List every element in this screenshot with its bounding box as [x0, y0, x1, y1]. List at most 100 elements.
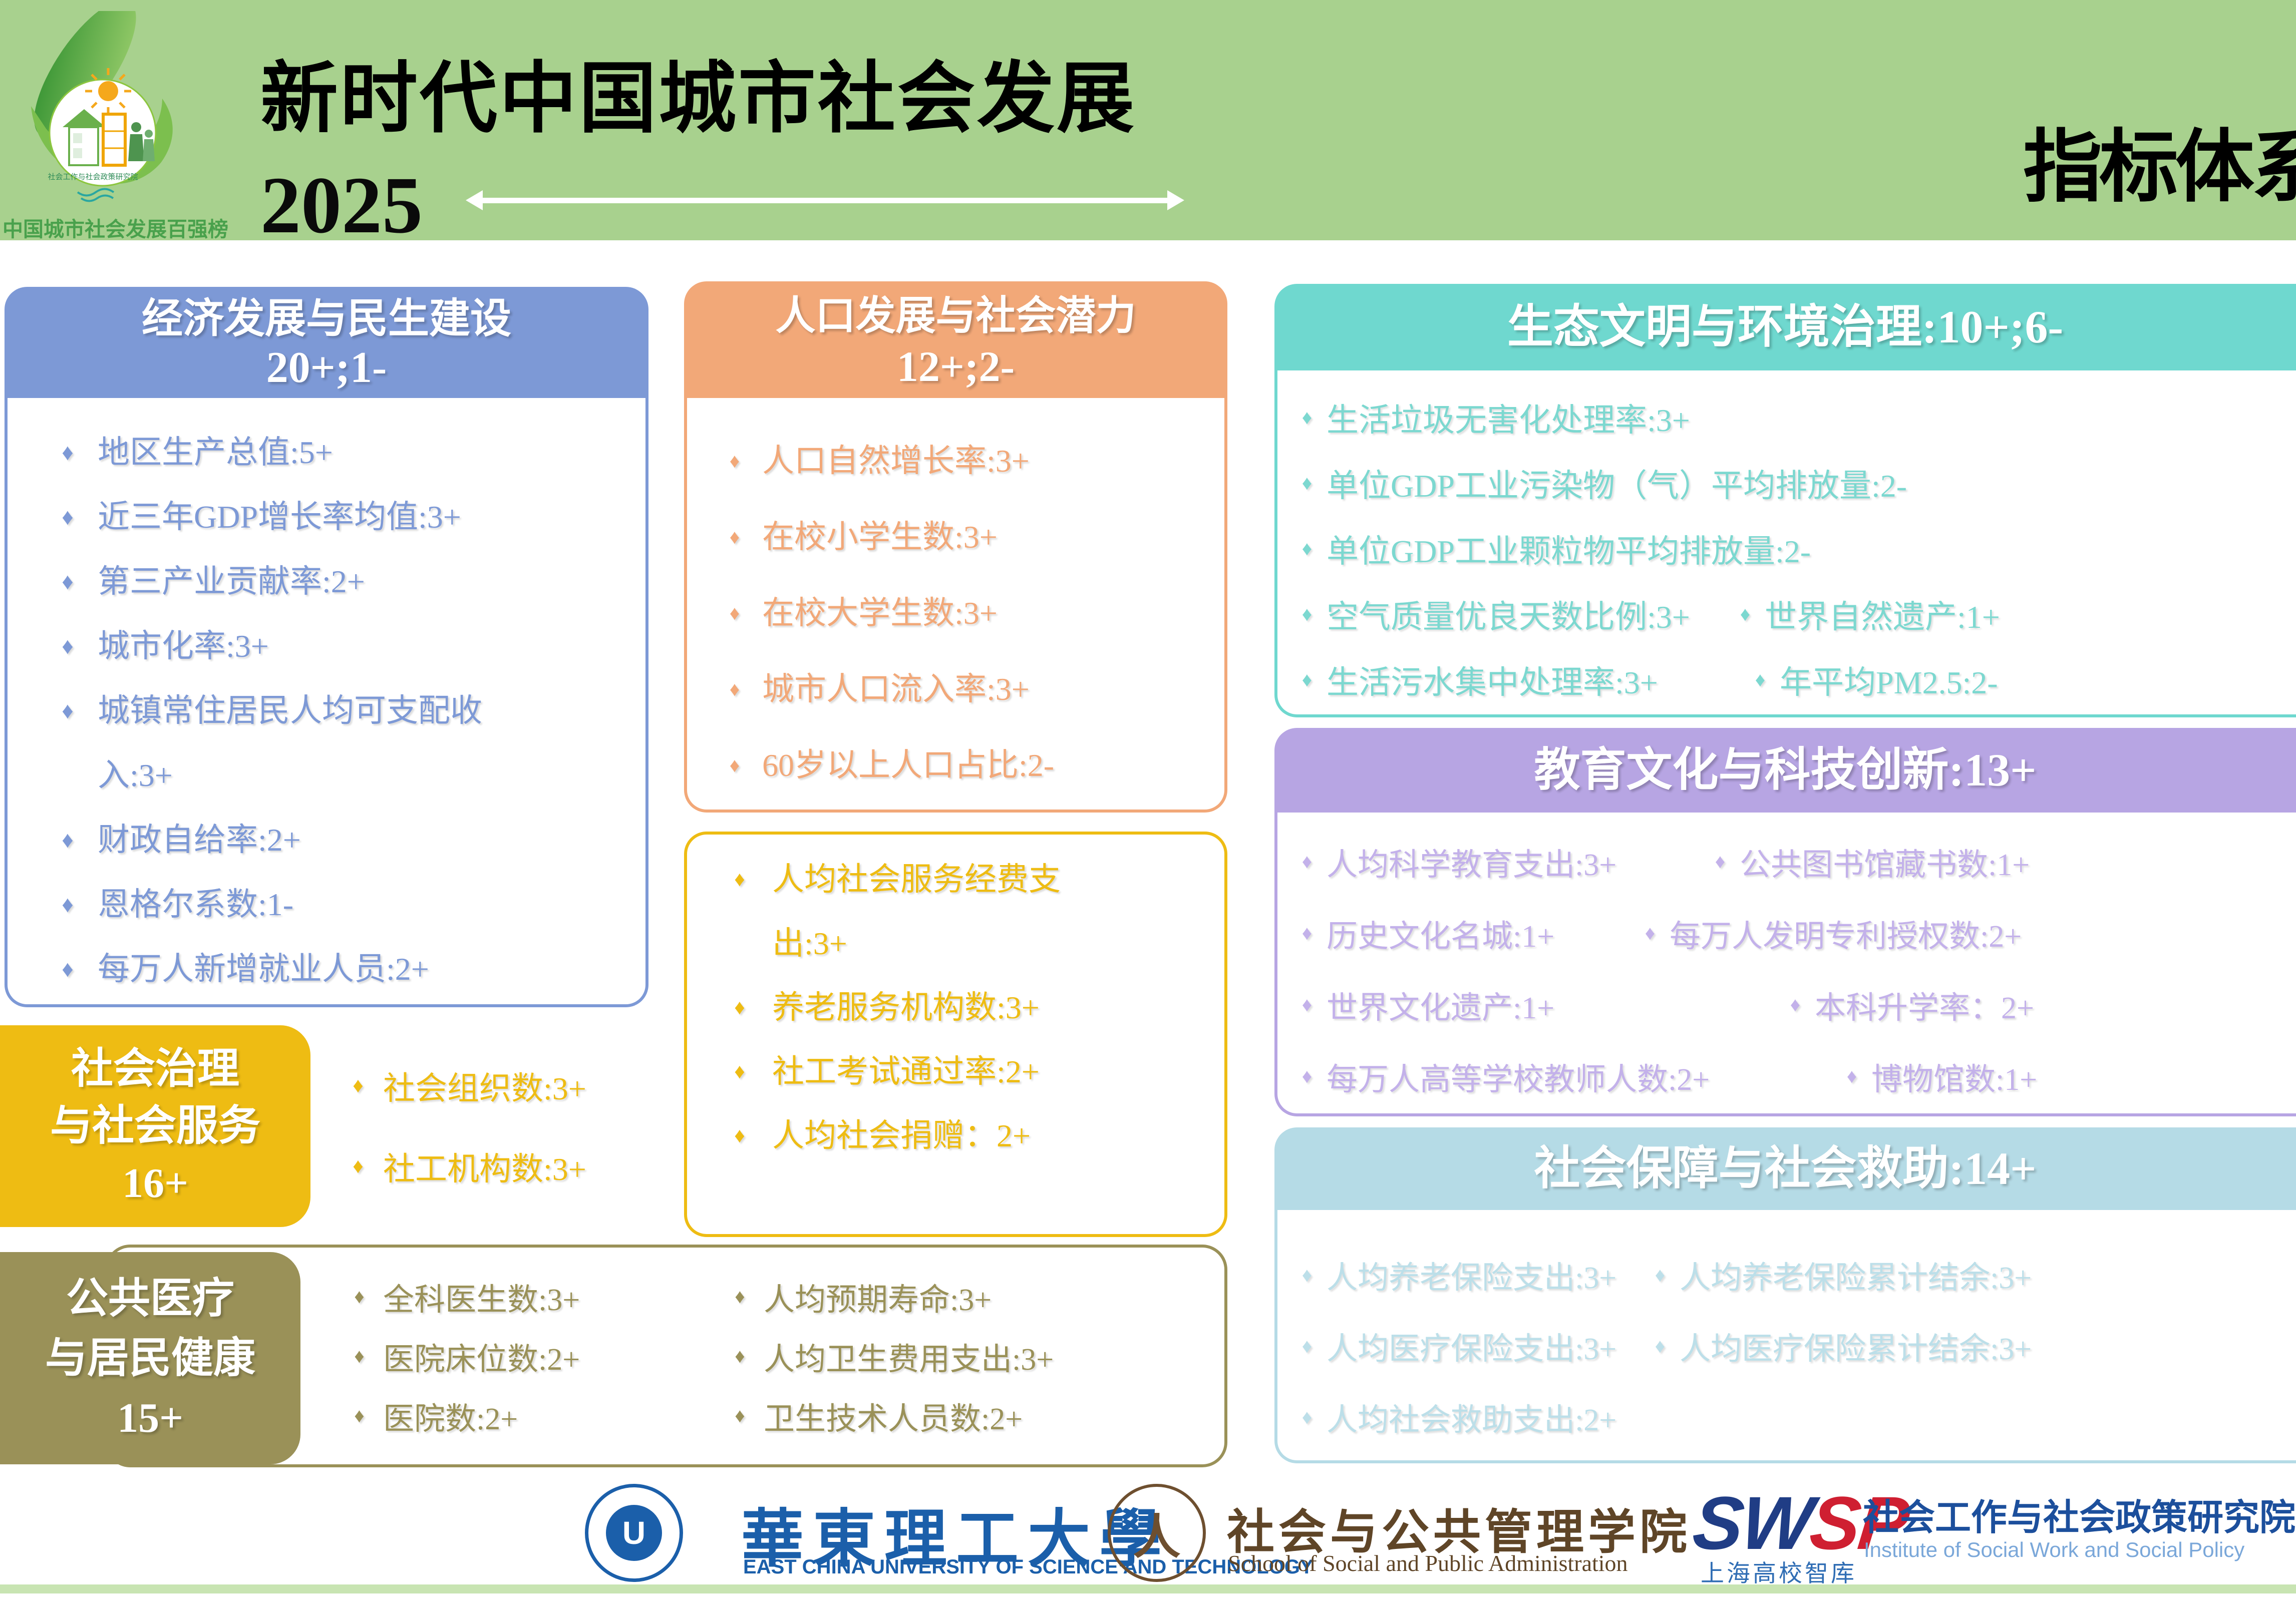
economy-score: 20+;1-: [266, 343, 387, 392]
governance-card-header: 社会治理 与社会服务 16+: [0, 1025, 310, 1227]
list-item: ♦ 人口自然增长率:3+: [707, 423, 1220, 499]
diamond-bullet-icon: ♦: [353, 1155, 364, 1178]
ecust-seal-icon: U: [585, 1484, 683, 1582]
list-item: ♦ 城市化率:3+: [38, 614, 640, 678]
diamond-bullet-icon: ♦: [1301, 850, 1313, 873]
diamond-bullet-icon: ♦: [353, 1074, 364, 1097]
diamond-bullet-icon: ♦: [1301, 993, 1313, 1016]
social-service-card: ♦ 人均社会服务经费支出:3+ ♦ 养老服务机构数:3+ ♦ 社工考试通过率:2+ ♦…: [684, 832, 1227, 1237]
diamond-bullet-icon: ♦: [735, 1345, 745, 1367]
diamond-bullet-icon: ♦: [729, 450, 740, 472]
page-title: 新时代中国城市社会发展: [260, 56, 1136, 142]
bottom-green-strip: [0, 1584, 2296, 1593]
list-item: ♦ 人均社会服务经费支出:3+: [707, 848, 1224, 976]
list-row: ♦ 空气质量优良天数比例:3+ ♦ 世界自然遗产:1+: [1277, 581, 2296, 647]
double-arrow-icon: [466, 190, 1184, 210]
diamond-bullet-icon: ♦: [1301, 1334, 1313, 1357]
list-item: ♦ 恩格尔系数:1-: [38, 872, 640, 937]
diamond-bullet-icon: ♦: [734, 868, 745, 891]
list-row: ♦ 世界文化遗产:1+ ♦ 本科升学率：2+: [1277, 969, 2296, 1040]
diamond-bullet-icon: ♦: [354, 1345, 365, 1367]
education-card-header: 教育文化与科技创新:13+: [1274, 728, 2296, 813]
diamond-bullet-icon: ♦: [734, 1124, 745, 1147]
diamond-bullet-icon: ♦: [354, 1285, 365, 1308]
institute-name-cn: 社会工作与社会政策研究院: [1863, 1498, 2296, 1538]
list-item: ♦ 每万人新增就业人员:2+: [38, 937, 640, 1001]
ecology-card-header: 生态文明与环境治理:10+;6-: [1274, 284, 2296, 370]
year-label: 2025: [260, 161, 423, 250]
security-card-body: ♦ 人均养老保险支出:3+ ♦ 人均养老保险累计结余:3+ ♦ 人均医疗保险支出:3+…: [1274, 1210, 2296, 1463]
health-title-line2: 与居民健康: [45, 1335, 255, 1382]
population-title: 人口发展与社会潜力: [775, 294, 1136, 338]
school-name-en: School of Social and Public Administrati…: [1228, 1550, 1628, 1576]
school-name-cn: 社会与公共管理学院: [1227, 1506, 1692, 1559]
list-item: ♦ 社会组织数:3+: [320, 1046, 731, 1126]
security-card-header: 社会保障与社会救助:14+: [1274, 1127, 2296, 1210]
list-row: ♦ 人均医疗保险支出:3+ ♦ 人均医疗保险累计结余:3+: [1277, 1310, 2296, 1381]
governance-score: 16+: [122, 1159, 188, 1207]
diamond-bullet-icon: ♦: [1301, 668, 1313, 691]
list-item: ♦ 卫生技术人员数:2+: [701, 1386, 1222, 1445]
diamond-bullet-icon: ♦: [1301, 472, 1313, 494]
population-card-body: ♦ 人口自然增长率:3+ ♦ 在校小学生数:3+ ♦ 在校大学生数:3+ ♦ 城市人口流…: [684, 398, 1227, 813]
list-item: ♦ 城市人口流入率:3+: [707, 651, 1220, 727]
health-score: 15+: [117, 1394, 183, 1441]
list-row: ♦ 生活污水集中处理率:3+ ♦ 年平均PM2.5:2-: [1277, 647, 2296, 712]
list-item: ♦ 全科医生数:3+: [320, 1267, 691, 1326]
list-row: ♦ 人均社会救助支出:2+: [1277, 1381, 2296, 1452]
diamond-bullet-icon: ♦: [1790, 993, 1801, 1016]
diamond-bullet-icon: ♦: [729, 678, 740, 700]
population-card-header: 人口发展与社会潜力 12+;2-: [684, 281, 1227, 398]
diamond-bullet-icon: ♦: [62, 633, 74, 659]
economy-title: 经济发展与民生建设: [141, 296, 511, 341]
ecology-card-body: ♦ 生活垃圾无害化处理率:3+ ♦ 单位GDP工业污染物（气）平均排放量:2- ♦ 单…: [1274, 370, 2296, 717]
list-row: ♦ 历史文化名城:1+ ♦ 每万人发明专利授权数:2+: [1277, 897, 2296, 969]
diamond-bullet-icon: ♦: [1655, 1334, 1666, 1357]
diamond-bullet-icon: ♦: [729, 526, 740, 548]
diamond-bullet-icon: ♦: [729, 602, 740, 624]
diamond-bullet-icon: ♦: [734, 996, 745, 1019]
list-item: ♦ 60岁以上人口占比:2-: [707, 727, 1220, 804]
list-row: ♦ 人均科学教育支出:3+ ♦ 公共图书馆藏书数:1+: [1277, 826, 2296, 897]
diamond-bullet-icon: ♦: [1846, 1065, 1857, 1087]
corner-title: 指标体系: [2023, 124, 2296, 212]
health-title-line1: 公共医疗: [66, 1275, 234, 1322]
list-item: ♦ 医院床位数:2+: [320, 1326, 691, 1386]
list-item: ♦ 财政自给率:2+: [38, 808, 640, 872]
diamond-bullet-icon: ♦: [62, 569, 74, 594]
list-item: ♦ 城镇常住居民人均可支配收入:3+: [38, 678, 640, 808]
diamond-bullet-icon: ♦: [735, 1404, 745, 1427]
institute-name-en: Institute of Social Work and Social Poli…: [1864, 1538, 2245, 1561]
list-item: ♦ 地区生产总值:5+: [38, 420, 640, 485]
diamond-bullet-icon: ♦: [62, 892, 74, 917]
list-row: ♦ 单位GDP工业污染物（气）平均排放量:2-: [1277, 450, 2296, 516]
diamond-bullet-icon: ♦: [1740, 603, 1751, 625]
diamond-bullet-icon: ♦: [1645, 922, 1656, 944]
diamond-bullet-icon: ♦: [62, 956, 74, 982]
list-row: ♦ 每万人高等学校教师人数:2+ ♦ 博物馆数:1+: [1277, 1040, 2296, 1112]
list-item: ♦ 社工考试通过率:2+: [707, 1040, 1224, 1104]
diamond-bullet-icon: ♦: [735, 1285, 745, 1308]
diamond-bullet-icon: ♦: [1715, 850, 1726, 873]
governance-title-line1: 社会治理: [71, 1045, 239, 1092]
diamond-bullet-icon: ♦: [62, 440, 74, 465]
governance-items: ♦ 社会组织数:3+ ♦ 社工机构数:3+: [320, 1025, 731, 1227]
diamond-bullet-icon: ♦: [62, 504, 74, 530]
diamond-bullet-icon: ♦: [1301, 1405, 1313, 1428]
diamond-bullet-icon: ♦: [1655, 1263, 1666, 1286]
health-items-col2: ♦ 人均预期寿命:3+ ♦ 人均卫生费用支出:3+ ♦ 卫生技术人员数:2+: [701, 1250, 1222, 1462]
list-row: ♦ 生活垃圾无害化处理率:3+: [1277, 384, 2296, 450]
list-item: ♦ 人均预期寿命:3+: [701, 1267, 1222, 1326]
list-item: ♦ 人均卫生费用支出:3+: [701, 1326, 1222, 1386]
list-row: ♦ 单位GDP工业颗粒物平均排放量:2-: [1277, 516, 2296, 581]
university-name-cn: 華東理工大學: [741, 1505, 1171, 1574]
diamond-bullet-icon: ♦: [1301, 406, 1313, 429]
diamond-bullet-icon: ♦: [354, 1404, 365, 1427]
health-items-col1: ♦ 全科医生数:3+ ♦ 医院床位数:2+ ♦ 医院数:2+: [320, 1250, 691, 1462]
economy-card-body: ♦ 地区生产总值:5+ ♦ 近三年GDP增长率均值:3+ ♦ 第三产业贡献率:2+ ♦…: [5, 398, 648, 1007]
logo-inner-label: 社会工作与社会政策研究院: [48, 173, 138, 181]
diamond-bullet-icon: ♦: [729, 754, 740, 776]
diamond-bullet-icon: ♦: [1755, 668, 1766, 691]
list-item: ♦ 第三产业贡献率:2+: [38, 549, 640, 614]
